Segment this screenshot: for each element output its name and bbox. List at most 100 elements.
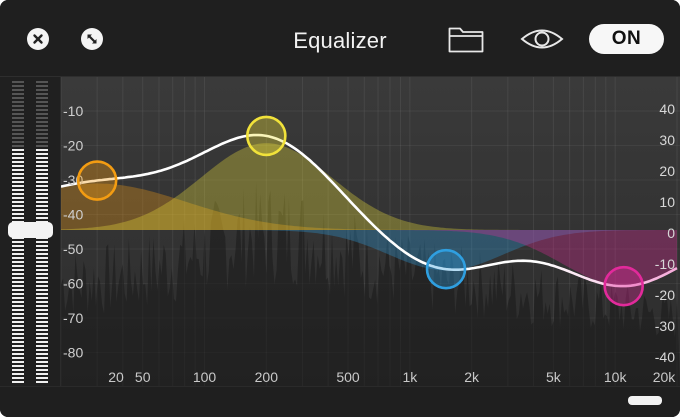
band-fill-low-mid — [61, 143, 677, 230]
meter-segment — [12, 241, 24, 243]
meter-segment — [36, 205, 48, 207]
title-bar: Equalizer ON — [0, 0, 680, 77]
band-fill-high-mid — [61, 230, 677, 271]
band-handle-low-mid[interactable] — [246, 115, 287, 157]
level-axis-tick-label: -80 — [63, 345, 83, 361]
meter-segment — [12, 197, 24, 199]
meter-segment — [36, 177, 48, 179]
folder-icon — [448, 27, 484, 53]
meter-segment — [36, 349, 48, 351]
meter-segment — [12, 301, 24, 303]
meter-segment — [12, 85, 24, 87]
frequency-axis-tick-label: 50 — [135, 369, 151, 385]
meter-segment — [36, 93, 48, 95]
meter-segment — [12, 105, 24, 107]
meter-segment — [12, 313, 24, 315]
meter-segment — [12, 305, 24, 307]
meter-segment — [12, 353, 24, 355]
band-handle-high[interactable] — [603, 265, 644, 307]
meter-segment — [12, 269, 24, 271]
meter-segment — [12, 129, 24, 131]
meter-segment — [12, 265, 24, 267]
meter-segment — [36, 181, 48, 183]
output-gain-slider-handle[interactable] — [8, 222, 53, 238]
meter-segment — [36, 373, 48, 375]
band-handle-high-mid[interactable] — [425, 248, 467, 290]
meter-segment — [12, 261, 24, 263]
meter-segment — [36, 277, 48, 279]
meter-segment — [12, 369, 24, 371]
meter-segment — [36, 261, 48, 263]
meter-segment — [36, 193, 48, 195]
meter-segment — [12, 257, 24, 259]
meter-segment — [36, 161, 48, 163]
frequency-axis-tick-label: 1k — [402, 369, 418, 385]
meter-segment — [36, 105, 48, 107]
meter-segment — [36, 293, 48, 295]
meter-segment — [36, 113, 48, 115]
expand-icon — [87, 34, 97, 44]
meter-segment — [12, 213, 24, 215]
band-handle-low[interactable] — [76, 160, 118, 201]
meter-segment — [12, 113, 24, 115]
meter-segment — [12, 373, 24, 375]
meter-segment — [12, 277, 24, 279]
frequency-axis-tick-label: 5k — [546, 369, 562, 385]
meter-segment — [12, 329, 24, 331]
meter-segment — [36, 129, 48, 131]
visibility-button[interactable] — [520, 24, 564, 54]
meter-segment — [36, 121, 48, 123]
meter-segment — [36, 97, 48, 99]
meter-segment — [12, 321, 24, 323]
close-button[interactable] — [27, 28, 49, 50]
level-axis-tick-label: -70 — [63, 310, 83, 326]
band-handles[interactable] — [76, 115, 644, 307]
meter-segment — [36, 169, 48, 171]
meter-segment — [36, 333, 48, 335]
meter-segment — [36, 217, 48, 219]
meter-segment — [36, 241, 48, 243]
meter-segment — [12, 217, 24, 219]
meter-segment — [36, 213, 48, 215]
meter-segment — [36, 185, 48, 187]
meter-segment — [12, 381, 24, 383]
spectrum-analyzer — [61, 182, 680, 386]
meter-segment — [36, 109, 48, 111]
meter-segment — [36, 137, 48, 139]
meter-segment — [36, 313, 48, 315]
gain-axis-tick-label: -20 — [655, 287, 675, 303]
meter-segment — [36, 257, 48, 259]
gain-axis-tick-label: 30 — [659, 132, 675, 148]
meter-segment — [36, 253, 48, 255]
frequency-axis-tick-label: 200 — [255, 369, 279, 385]
eq-response-curve — [60, 133, 678, 288]
meter-segment — [12, 137, 24, 139]
frequency-axis-tick-label: 500 — [336, 369, 360, 385]
gain-axis-tick-label: -30 — [655, 318, 675, 334]
meter-segment — [36, 153, 48, 155]
eq-graph[interactable]: -10 -20 -30 -40 -50 -60 -70 -80 40 30 20 10 0 -10 -20… — [60, 77, 680, 388]
meter-segment — [12, 145, 24, 147]
meter-segment — [12, 93, 24, 95]
meter-segment — [36, 317, 48, 319]
meter-segment — [36, 141, 48, 143]
meter-segment — [12, 325, 24, 327]
meter-segment — [12, 253, 24, 255]
scroll-thumb[interactable] — [628, 396, 662, 405]
band-fill-low — [61, 183, 677, 230]
meter-segment — [36, 285, 48, 287]
level-axis-tick-label: -10 — [63, 103, 83, 119]
gain-axis-tick-label: -10 — [655, 256, 675, 272]
meter-segment — [12, 205, 24, 207]
power-toggle[interactable]: ON — [589, 24, 664, 54]
frequency-axis-tick-label: 20k — [653, 369, 677, 385]
eye-icon — [520, 29, 564, 49]
close-icon — [33, 34, 43, 44]
presets-button[interactable] — [447, 24, 485, 54]
meter-segment — [12, 345, 24, 347]
expand-button[interactable] — [81, 28, 103, 50]
gain-axis-labels: 40 30 20 10 0 -10 -20 -30 -40 — [655, 101, 675, 365]
meter-segment — [12, 153, 24, 155]
meter-segment — [12, 377, 24, 379]
